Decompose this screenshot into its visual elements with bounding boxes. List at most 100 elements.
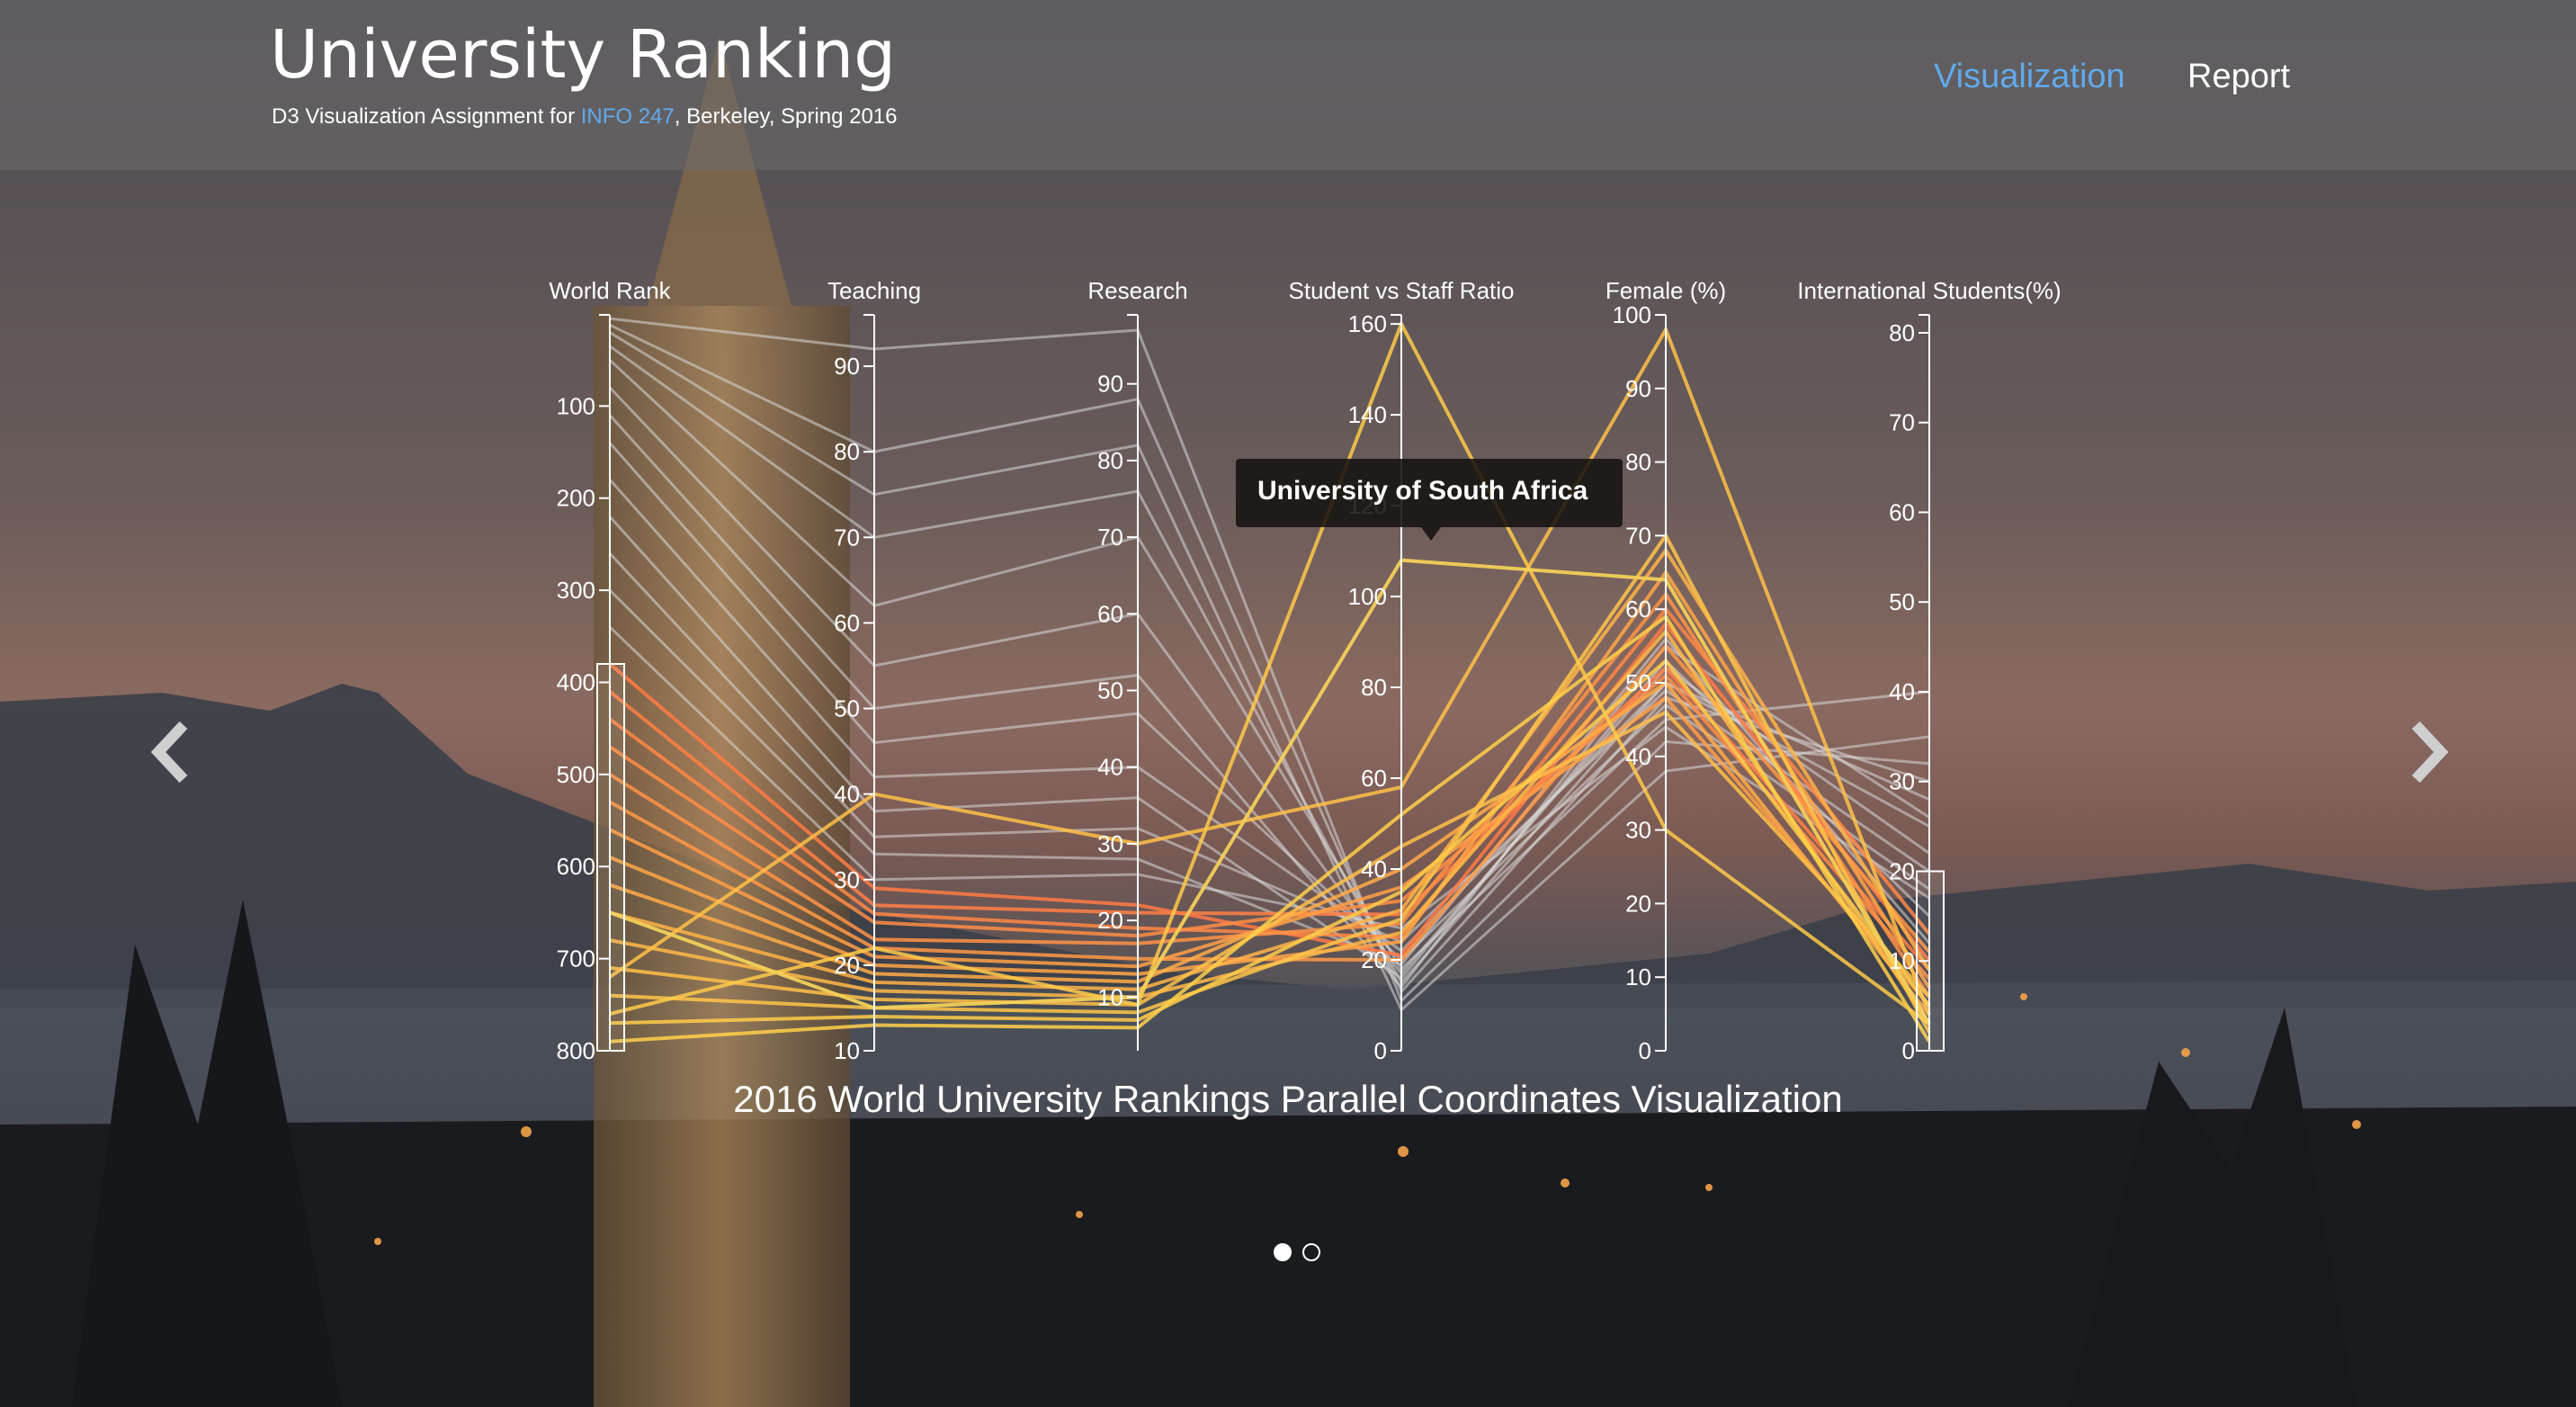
tick-label: 160 [1348, 310, 1387, 337]
axis-2[interactable]: Teaching 10 20 30 40 50 60 70 80 90 [827, 277, 921, 1064]
tick-label: 70 [1625, 522, 1651, 549]
axis-title[interactable]: Teaching [827, 277, 921, 304]
data-line-2[interactable] [609, 323, 1930, 995]
tick-label: 70 [1097, 524, 1123, 551]
data-line-13[interactable] [608, 626, 1930, 930]
tick-label: 50 [1097, 677, 1123, 704]
site-title: University Ranking [270, 16, 897, 94]
highlighted-line[interactable] [609, 558, 1931, 1026]
tick-label: 90 [834, 353, 860, 380]
tick-label: 0 [1902, 1037, 1915, 1064]
tick-label: 100 [1613, 301, 1651, 328]
tick-label: 0 [1374, 1037, 1387, 1064]
data-line-25[interactable] [609, 710, 1931, 1007]
chevron-right-icon[interactable] [2398, 720, 2452, 784]
axis-4[interactable]: Student vs Staff Ratio020406080100120140… [1289, 277, 1515, 1064]
data-line-29[interactable] [609, 319, 1931, 1026]
tick-label: 80 [1097, 447, 1123, 474]
info-247-link[interactable]: INFO 247 [580, 104, 675, 129]
data-line-28[interactable] [609, 614, 1931, 1044]
subtitle-prefix: D3 Visualization Assignment for [272, 104, 581, 129]
tick-label: 800 [557, 1037, 595, 1064]
tick-label: 30 [1625, 817, 1651, 844]
axis-1[interactable]: World Rank 100 200 300 400 500 600 700 800 [549, 277, 671, 1064]
tick-label: 80 [1625, 449, 1651, 476]
tick-label: 90 [1097, 371, 1123, 398]
tick-label: 10 [834, 1037, 860, 1064]
data-line-26[interactable] [609, 532, 1931, 1034]
tick-label: 40 [1097, 754, 1123, 781]
tick-label: 60 [1889, 498, 1915, 525]
axis-title[interactable]: Student vs Staff Ratio [1289, 277, 1515, 304]
tick-label: 10 [1625, 963, 1651, 990]
chevron-left-icon[interactable] [148, 720, 201, 784]
polylines-layer [608, 317, 1931, 1044]
axis-title[interactable]: International Students(%) [1797, 277, 2061, 304]
data-line-3[interactable] [609, 331, 1930, 1013]
tick-label: 60 [1361, 765, 1387, 792]
axes-layer: World Rank100200300400500600700800Teachi… [549, 277, 2061, 1064]
tick-label: 700 [557, 945, 595, 972]
axis-3[interactable]: Research 10 20 30 40 50 60 70 80 90 [1087, 277, 1188, 1051]
tick-label: 60 [1625, 596, 1651, 623]
data-line-18[interactable] [608, 591, 1931, 999]
tick-label: 300 [557, 577, 595, 604]
chart-caption: 2016 World University Rankings Parallel … [733, 1078, 1843, 1120]
nav-report-link[interactable]: Report [2187, 58, 2291, 95]
carousel-dot-1[interactable] [1274, 1243, 1292, 1261]
site-subtitle: D3 Visualization Assignment for INFO 247… [272, 104, 897, 130]
data-line-7[interactable] [608, 414, 1930, 990]
data-line-27[interactable] [609, 658, 1931, 1026]
tooltip-pointer [1421, 527, 1441, 541]
tick-label: 400 [557, 668, 595, 695]
tick-label: 20 [1361, 946, 1387, 973]
tick-label: 100 [1348, 583, 1387, 610]
tick-label: 80 [1361, 674, 1387, 701]
tick-label: 40 [1889, 678, 1915, 705]
axis-5[interactable]: Female (%) 0 10 20 30 40 50 60 70 80 90 100 [1606, 277, 1726, 1064]
data-line-30[interactable] [608, 325, 1931, 1016]
data-line-9[interactable] [608, 479, 1930, 953]
tick-label: 40 [1625, 743, 1651, 770]
brush-extent[interactable] [1916, 870, 1945, 1052]
tick-label: 30 [1097, 830, 1123, 857]
tick-label: 10 [1889, 947, 1915, 974]
top-header-bar [0, 0, 2576, 170]
tick-label: 30 [834, 866, 860, 893]
tick-label: 80 [1889, 319, 1915, 346]
tick-label: 20 [1625, 890, 1651, 917]
axis-title[interactable]: Research [1087, 277, 1187, 304]
tick-label: 10 [1097, 983, 1123, 1010]
axis-title[interactable]: Female (%) [1606, 277, 1726, 304]
tick-label: 140 [1348, 401, 1387, 428]
carousel-dot-2[interactable] [1302, 1243, 1320, 1261]
tick-label: 40 [834, 781, 860, 808]
tick-label: 80 [834, 438, 860, 465]
brush-extent[interactable] [596, 663, 625, 1052]
tick-label: 50 [1625, 669, 1651, 696]
data-line-14[interactable] [608, 621, 1931, 963]
tick-label: 20 [834, 952, 860, 979]
tooltip-text: University of South Africa [1257, 476, 1588, 506]
axis-title[interactable]: World Rank [549, 277, 671, 304]
tick-label: 30 [1889, 768, 1915, 795]
tick-label: 70 [834, 524, 860, 551]
tick-label: 60 [834, 609, 860, 636]
tick-label: 100 [557, 392, 595, 419]
tick-label: 50 [834, 695, 860, 722]
data-line-5[interactable] [608, 359, 1930, 972]
data-line-17[interactable] [608, 672, 1931, 981]
tick-label: 20 [1889, 857, 1915, 884]
axis-6[interactable]: International Students(%) 0 10 20 30 40 50 60 70… [1797, 277, 2061, 1064]
nav-visualization-link[interactable]: Visualization [1934, 58, 2125, 95]
tick-label: 0 [1639, 1037, 1651, 1064]
tick-label: 50 [1889, 588, 1915, 615]
tick-label: 20 [1097, 907, 1123, 934]
tick-label: 500 [557, 761, 595, 788]
tick-label: 600 [557, 853, 595, 880]
tooltip: University of South Africa [1236, 459, 1623, 527]
subtitle-suffix: , Berkeley, Spring 2016 [674, 104, 898, 129]
tick-label: 70 [1889, 409, 1915, 436]
data-line-10[interactable] [608, 515, 1931, 981]
